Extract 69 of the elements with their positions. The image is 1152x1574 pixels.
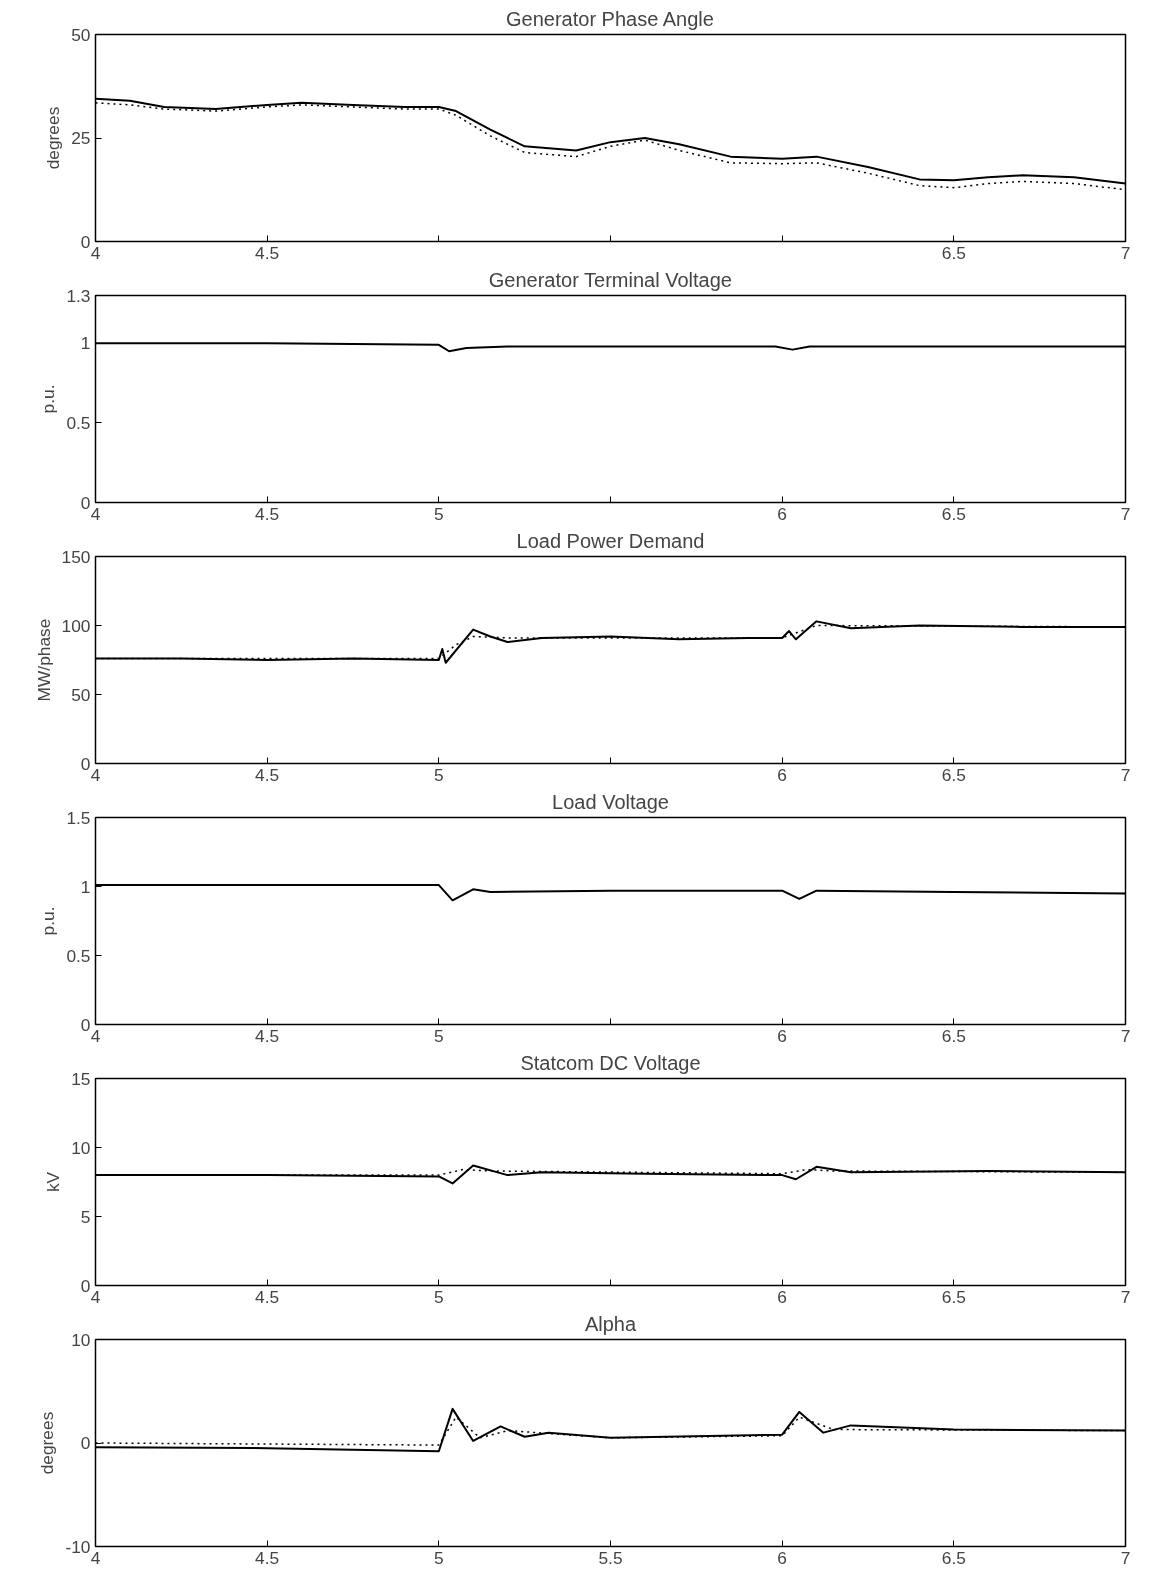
y-tick-label: 0.5 <box>66 412 91 433</box>
x-tick-label: 7 <box>1120 503 1131 524</box>
chart-title: Generator Phase Angle <box>505 7 714 30</box>
x-tick-label: 4 <box>90 1286 101 1307</box>
y-tick-label: 50 <box>71 24 91 45</box>
y-tick-label: 100 <box>61 615 91 636</box>
x-tick-label: 4 <box>90 764 101 785</box>
y-axis-title: p.u. <box>38 906 59 936</box>
chart-title: Load Voltage <box>552 790 669 813</box>
y-tick-label: -10 <box>65 1536 91 1557</box>
y-tick-label: 5 <box>80 1206 91 1227</box>
x-tick-label: 6.5 <box>941 242 966 263</box>
x-tick-label: 6 <box>777 1547 787 1568</box>
y-tick-label: 10 <box>71 1329 91 1350</box>
y-tick-label: 0 <box>80 1433 91 1453</box>
chart-title: Alpha <box>584 1312 637 1335</box>
x-tick-label: 5 <box>434 1547 444 1568</box>
x-tick-label: 5 <box>434 503 444 524</box>
x-tick-label: 4.5 <box>255 242 280 263</box>
x-tick-label: 6 <box>777 1025 787 1046</box>
y-tick-label: 0 <box>80 1014 91 1035</box>
y-axis-title: degrees <box>37 1411 58 1475</box>
x-tick-label: 4.5 <box>255 1286 280 1307</box>
x-tick-label: 7 <box>1120 1286 1131 1307</box>
x-tick-label: 4 <box>90 1547 101 1568</box>
chart-title: Generator Terminal Voltage <box>488 268 732 291</box>
x-tick-label: 6.5 <box>941 1025 966 1046</box>
x-tick-label: 6.5 <box>941 764 966 785</box>
x-tick-label: 4 <box>90 1025 101 1046</box>
x-tick-label: 4.5 <box>255 1025 280 1046</box>
y-tick-label: 1 <box>80 333 91 354</box>
y-tick-label: 150 <box>61 546 91 567</box>
x-tick-label: 4.5 <box>255 764 280 785</box>
y-axis-title: MW/phase <box>33 618 54 702</box>
y-tick-label: 1 <box>80 876 91 897</box>
x-tick-label: 4.5 <box>255 1547 280 1568</box>
y-tick-label: 0 <box>80 231 91 252</box>
y-tick-label: 25 <box>71 128 91 148</box>
y-axis-title: degrees <box>43 106 64 170</box>
y-tick-label: 0 <box>80 753 91 774</box>
x-tick-label: 7 <box>1120 242 1131 263</box>
x-tick-label: 6.5 <box>941 503 966 524</box>
x-tick-label: 6 <box>777 764 787 785</box>
y-tick-label: 1.5 <box>66 807 91 828</box>
y-tick-label: 10 <box>71 1137 91 1158</box>
y-tick-label: 1.3 <box>66 285 91 306</box>
x-tick-label: 6.5 <box>941 1547 966 1568</box>
x-tick-label: 5 <box>434 1286 444 1307</box>
y-tick-label: 0 <box>80 1275 91 1296</box>
chart-title: Load Power Demand <box>516 529 705 552</box>
x-tick-label: 6 <box>777 503 787 524</box>
y-tick-label: 15 <box>71 1068 91 1089</box>
y-tick-label: 0.5 <box>66 945 91 966</box>
x-tick-label: 4 <box>90 503 101 524</box>
x-tick-label: 7 <box>1120 764 1131 785</box>
x-tick-label: 4 <box>90 242 101 263</box>
x-tick-label: 6.5 <box>941 1286 966 1307</box>
y-tick-label: 0 <box>80 492 91 513</box>
x-tick-label: 5.5 <box>598 1547 623 1568</box>
chart-title: Statcom DC Voltage <box>520 1051 701 1074</box>
x-tick-label: 7 <box>1120 1025 1131 1046</box>
x-tick-label: 4.5 <box>255 503 280 524</box>
y-axis-title: kV <box>43 1171 64 1193</box>
x-tick-label: 5 <box>434 1025 444 1046</box>
x-tick-label: 5 <box>434 764 444 785</box>
x-tick-label: 7 <box>1120 1547 1131 1568</box>
x-tick-label: 6 <box>777 1286 787 1307</box>
y-tick-label: 50 <box>71 684 91 705</box>
y-axis-title: p.u. <box>38 384 59 414</box>
